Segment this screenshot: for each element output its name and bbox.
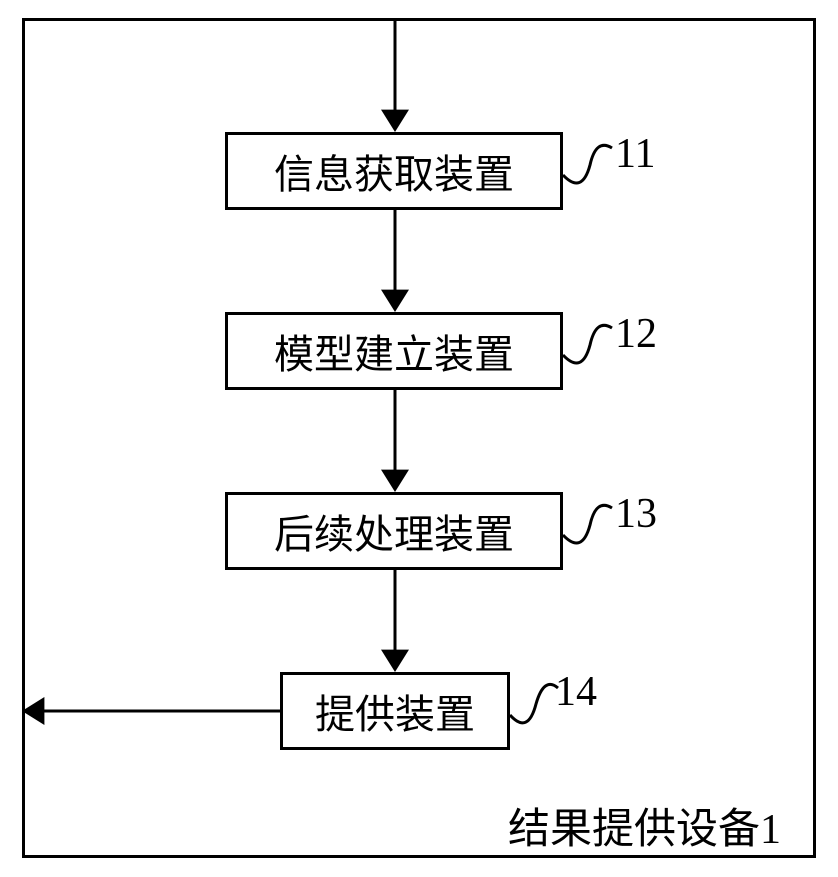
flow-box-1: 信息获取装置 [225,132,563,210]
device-caption: 结果提供设备1 [508,795,781,856]
tag-14: 14 [555,668,597,716]
tag-13: 13 [615,490,657,538]
flow-box-4-label: 提供装置 [315,682,475,740]
flow-box-2-label: 模型建立装置 [274,322,514,380]
flow-box-3-label: 后续处理装置 [274,502,514,560]
tag-12: 12 [615,310,657,358]
flow-box-3: 后续处理装置 [225,492,563,570]
tag-11: 11 [615,130,655,178]
flow-box-4: 提供装置 [280,672,510,750]
flow-box-1-label: 信息获取装置 [274,142,514,200]
flow-box-2: 模型建立装置 [225,312,563,390]
